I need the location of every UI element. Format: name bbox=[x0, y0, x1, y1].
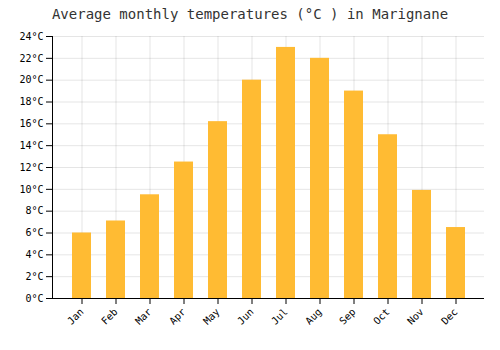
svg-text:Oct: Oct bbox=[371, 306, 392, 327]
svg-text:Sep: Sep bbox=[337, 306, 358, 327]
svg-text:16°C: 16°C bbox=[19, 118, 43, 129]
svg-text:Dec: Dec bbox=[439, 306, 460, 327]
svg-text:24°C: 24°C bbox=[19, 31, 43, 42]
svg-text:0°C: 0°C bbox=[25, 293, 43, 304]
svg-text:Mar: Mar bbox=[133, 306, 154, 327]
svg-text:May: May bbox=[201, 306, 222, 327]
svg-text:20°C: 20°C bbox=[19, 74, 43, 85]
svg-text:10°C: 10°C bbox=[19, 184, 43, 195]
svg-text:2°C: 2°C bbox=[25, 271, 43, 282]
svg-text:Feb: Feb bbox=[99, 306, 120, 327]
svg-text:Jul: Jul bbox=[269, 306, 290, 327]
svg-text:6°C: 6°C bbox=[25, 227, 43, 238]
svg-text:Aug: Aug bbox=[303, 306, 324, 327]
svg-text:18°C: 18°C bbox=[19, 96, 43, 107]
svg-text:14°C: 14°C bbox=[19, 140, 43, 151]
svg-text:4°C: 4°C bbox=[25, 249, 43, 260]
svg-text:Nov: Nov bbox=[405, 306, 426, 327]
svg-text:12°C: 12°C bbox=[19, 162, 43, 173]
svg-text:22°C: 22°C bbox=[19, 53, 43, 64]
svg-text:8°C: 8°C bbox=[25, 205, 43, 216]
svg-text:Jan: Jan bbox=[65, 306, 86, 327]
svg-text:Apr: Apr bbox=[167, 306, 188, 327]
html-text:Average monthly temperatures (: Average monthly temperatures (°C ) in Ma… bbox=[51, 6, 449, 22]
svg-text:Jun: Jun bbox=[235, 306, 256, 327]
